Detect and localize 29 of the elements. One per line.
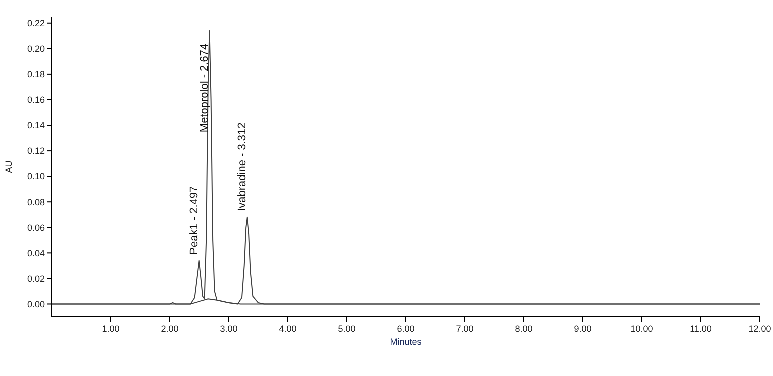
y-axis-title: AU xyxy=(4,160,14,174)
y-tick-label: 0.00 xyxy=(27,299,45,310)
x-tick-label: 11.00 xyxy=(690,324,712,334)
annotation: Peak1 - 2.497 xyxy=(188,186,200,255)
x-tick-label: 10.00 xyxy=(630,324,654,334)
x-tick-label: 8.00 xyxy=(515,324,533,334)
x-tick-label: 9.00 xyxy=(574,324,592,334)
y-tick-label: 0.08 xyxy=(27,197,45,208)
y-tick-label: 0.04 xyxy=(27,248,45,258)
y-tick-label: 0.16 xyxy=(27,95,45,106)
x-tick-label: 1.00 xyxy=(102,324,120,334)
y-tick-label: 0.10 xyxy=(27,172,45,182)
y-tick-label: 0.06 xyxy=(27,222,45,233)
y-tick-label: 0.18 xyxy=(27,70,45,80)
y-tick-label: 0.14 xyxy=(27,120,45,131)
x-tick-label: 5.00 xyxy=(338,324,356,334)
y-tick-label: 0.02 xyxy=(27,274,45,284)
x-tick-label: 3.00 xyxy=(220,324,238,334)
annotation: Metoprolol - 2.674 xyxy=(198,44,211,133)
y-tick-label: 0.20 xyxy=(27,44,45,54)
x-tick-label: 2.00 xyxy=(161,324,179,334)
x-axis-title: Minutes xyxy=(390,337,422,347)
x-tick-label: 7.00 xyxy=(456,324,474,334)
y-tick-label: 0.12 xyxy=(27,146,45,156)
annotation: Ivabradine - 3.312 xyxy=(236,122,248,212)
x-tick-label: 6.00 xyxy=(397,324,415,334)
x-tick-label: 4.00 xyxy=(279,324,297,334)
y-tick-label: 0.22 xyxy=(27,18,45,29)
x-tick-label: 12.00 xyxy=(748,324,772,334)
